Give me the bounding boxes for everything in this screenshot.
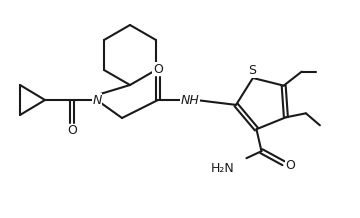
Text: S: S — [248, 65, 256, 77]
Text: O: O — [67, 124, 77, 138]
Text: N: N — [92, 94, 102, 107]
Text: O: O — [285, 159, 296, 172]
Text: NH: NH — [181, 94, 199, 107]
Text: H₂N: H₂N — [211, 162, 234, 175]
Text: O: O — [153, 63, 163, 75]
